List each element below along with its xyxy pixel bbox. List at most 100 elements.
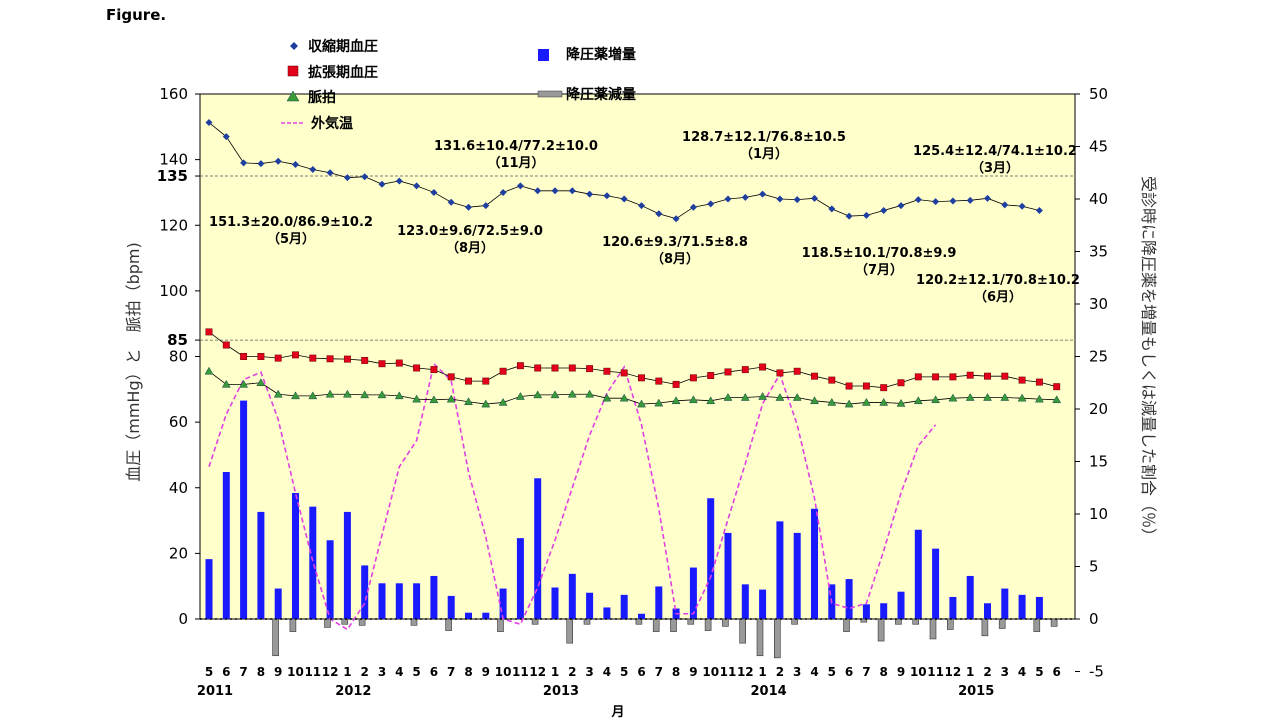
decrease-bar [410,618,418,626]
systolic-point [880,206,888,214]
decrease-bar [635,618,643,625]
right-tick-label: 5 [1089,558,1099,576]
month-label: 5 [412,665,420,679]
systolic-point [568,187,576,195]
systolic-point [603,192,611,200]
systolic-point [499,188,507,196]
decrease-bar [946,618,954,630]
diastolic-point [949,373,957,381]
diastolic-point [447,373,455,381]
increase-bar [292,493,299,619]
diastolic-point [741,366,749,374]
systolic-point [534,187,542,195]
month-label: 11 [720,665,737,679]
pulse-point [861,397,871,406]
month-label: 5 [620,665,628,679]
diastolic-point [603,367,611,375]
increase-bar [482,612,490,619]
month-label: 7 [655,665,663,679]
pulse-point [637,399,646,408]
month-label: 7 [862,665,870,679]
pulse-point [706,396,716,405]
systolic-point [257,160,265,168]
diastolic-point [638,374,645,382]
year-label: 2013 [543,684,579,699]
systolic-point [793,196,801,204]
pulse-point [827,397,837,406]
month-label: 3 [793,665,801,679]
pulse-point [412,394,422,403]
systolic-point [586,190,594,198]
month-label: 1 [343,665,351,679]
increase-bar [534,478,542,619]
legend-diastolic-label: 拡張期血圧 [308,64,378,81]
systolic-point [395,177,403,185]
systolic-point [689,203,697,211]
systolic-point [361,173,369,181]
pulse-point [360,390,370,399]
diastolic-point [257,353,265,360]
month-label: 8 [464,665,472,679]
systolic-point [707,200,715,208]
increase-bar [343,511,351,619]
diastolic-point [274,354,282,362]
systolic-point [551,187,559,195]
pulse-point [325,389,335,398]
pulse-point [256,378,266,386]
decrease-bar [289,618,297,632]
decrease-bar [704,618,712,631]
figure-label: Figure. [106,6,167,24]
right-tick-label: 20 [1089,400,1108,418]
systolic-point [776,195,784,203]
systolic-point [828,205,836,213]
right-tick-label: 10 [1089,505,1108,523]
decrease-bar [341,618,349,625]
pulse-point [515,392,525,400]
legend-increase-marker [538,49,549,61]
pulse-point [1034,394,1044,403]
diastolic-point [828,376,836,384]
pulse-point [775,393,785,401]
increase-bar [447,595,455,619]
month-label: 2 [983,665,991,679]
right-tick-label: 15 [1089,453,1108,471]
month-label: 4 [1018,665,1026,679]
diastolic-point [205,328,213,336]
pulse-point [550,390,560,399]
annotation-value: 120.6±9.3/71.5±8.8 [602,235,748,250]
left-tick-label: 135 [157,167,188,185]
month-label: 11 [512,665,529,679]
systolic-point [430,188,438,196]
increase-bar [378,583,386,619]
annotation-month: （3月） [971,160,1019,176]
month-label: 9 [274,665,282,679]
annotation-month: （8月） [446,240,494,256]
increase-bar [689,567,697,619]
pulse-point [896,398,906,407]
decrease-bar [791,618,798,625]
annotation-value: 118.5±10.1/70.8±9.9 [802,246,957,261]
month-label: 10 [702,665,719,679]
annotation-value: 120.2±12.1/70.8±10.2 [916,273,1080,288]
systolic-point [1035,206,1043,214]
legend-increase-label: 降圧薬増量 [566,46,636,63]
pulse-point [965,393,975,401]
month-label: 10 [910,665,927,679]
diastolic-point [811,372,818,380]
pulse-point [844,399,854,408]
month-label: 6 [430,665,438,679]
pulse-point [481,399,491,408]
decrease-bar [272,618,279,657]
increase-bar [1001,588,1009,619]
month-label: 11 [927,665,944,679]
increase-bar [1018,594,1026,619]
pulse-point [429,395,439,404]
systolic-point [222,133,230,141]
increase-bar [724,532,732,619]
pulse-point [394,391,404,400]
systolic-point [482,202,490,210]
left-tick-label: 140 [159,151,188,169]
pulse-point [533,390,543,399]
month-label: 6 [637,665,645,679]
diastolic-point [343,355,351,363]
